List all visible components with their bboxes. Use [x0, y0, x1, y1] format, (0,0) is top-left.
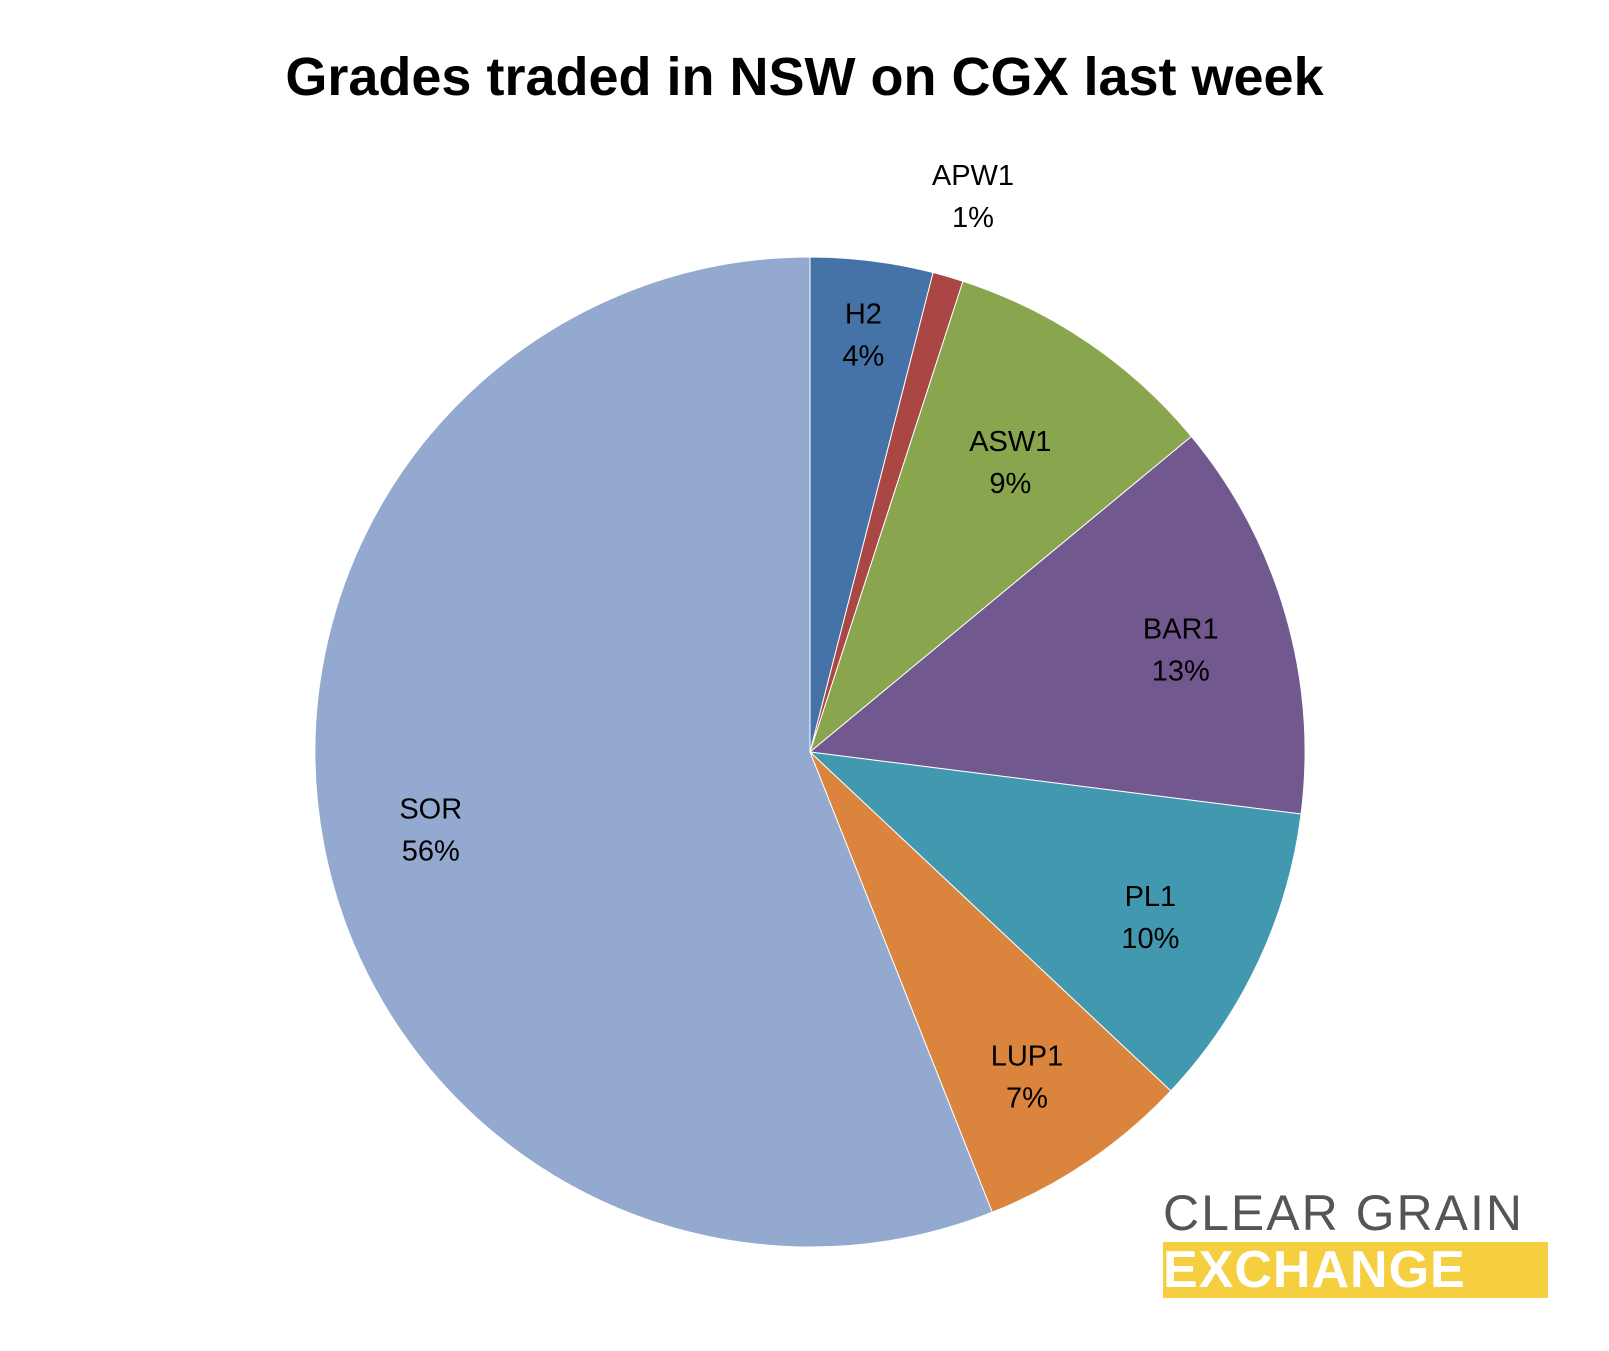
slice-label-percent-lup1: 7% — [1006, 1082, 1048, 1114]
slice-label-name-asw1: ASW1 — [969, 426, 1051, 458]
pie-slice-lup1 — [809, 751, 1172, 1213]
slice-label-name-pl1: PL1 — [1125, 881, 1177, 913]
pie-slice-asw1 — [808, 280, 1193, 754]
slice-label-name-sor: SOR — [399, 793, 462, 825]
clear-grain-exchange-logo: CLEAR GRAIN EXCHANGE — [1163, 1188, 1548, 1298]
slice-label-percent-pl1: 10% — [1121, 923, 1179, 955]
slice-label-percent-bar1: 13% — [1152, 655, 1210, 687]
pie-slice-bar1 — [808, 435, 1306, 815]
pie-slice-pl1 — [808, 751, 1302, 1092]
slice-label-name-apw1: APW1 — [932, 160, 1014, 192]
slice-label-percent-apw1: 1% — [952, 202, 994, 234]
slice-label-name-lup1: LUP1 — [991, 1040, 1064, 1072]
pie-slice-sor — [314, 256, 993, 1248]
logo-text-line1: CLEAR GRAIN — [1163, 1185, 1524, 1241]
logo-text-line2: EXCHANGE — [1163, 1242, 1548, 1298]
chart-title: Grades traded in NSW on CGX last week — [285, 47, 1324, 107]
slice-label-percent-asw1: 9% — [989, 468, 1031, 500]
slice-label-percent-h2: 4% — [842, 341, 884, 373]
pie-labels: H2 4% APW1 1% ASW1 9% BAR1 13% PL1 10% LUP1 7% SOR 56… — [399, 160, 1218, 1114]
slice-label-name-bar1: BAR1 — [1143, 613, 1219, 645]
pie-slices — [314, 256, 1306, 1248]
slice-label-name-h2: H2 — [845, 299, 882, 331]
slice-label-percent-sor: 56% — [402, 835, 460, 867]
